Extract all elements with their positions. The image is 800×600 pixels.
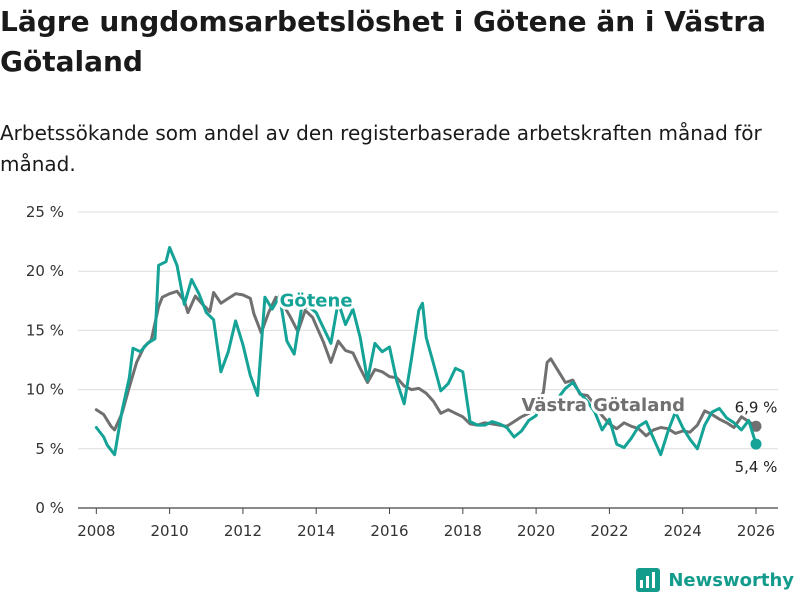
y-tick-label: 20 % (26, 262, 64, 280)
brand-name: Newsworthy (668, 569, 794, 591)
end-value-gotene: 5,4 % (735, 458, 778, 476)
x-tick-label: 2010 (151, 522, 189, 540)
end-point-vg (750, 420, 762, 432)
x-tick-label: 2022 (590, 522, 628, 540)
x-tick-label: 2024 (664, 522, 702, 540)
y-tick-label: 0 % (35, 499, 64, 517)
newsworthy-logo: Newsworthy (636, 568, 794, 592)
x-axis-ticks: 2008 2010 2012 2014 2016 2018 2020 2022 2024 2026 (77, 508, 775, 540)
chart-subtitle: Arbetssökande som andel av den registerb… (0, 121, 762, 176)
series-labels: 6,9 % 5,4 % Götene Västra Götaland (277, 288, 778, 476)
series-lines (94, 246, 762, 457)
y-tick-label: 10 % (26, 381, 64, 399)
y-tick-label: 15 % (26, 321, 64, 339)
end-value-vg: 6,9 % (735, 398, 778, 416)
x-tick-label: 2012 (224, 522, 262, 540)
gridlines (78, 211, 778, 509)
x-tick-label: 2026 (737, 522, 775, 540)
x-tick-label: 2016 (370, 522, 408, 540)
series-label-vg: Västra Götaland (521, 395, 685, 416)
series-line-gotene (94, 246, 758, 457)
y-tick-label: 25 % (26, 203, 64, 221)
x-tick-label: 2018 (444, 522, 482, 540)
end-point-gotene (750, 438, 762, 450)
series-label-gotene: Götene (280, 291, 353, 312)
x-tick-label: 2014 (297, 522, 335, 540)
newsworthy-logo-icon (636, 568, 661, 592)
y-axis-ticks: 0 % 5 % 10 % 15 % 20 % 25 % (26, 203, 64, 517)
y-tick-label: 5 % (35, 440, 64, 458)
x-tick-label: 2008 (77, 522, 115, 540)
series-line-vg (94, 289, 758, 438)
chart-title: Lägre ungdomsarbetslöshet i Götene än i … (0, 5, 767, 78)
x-tick-label: 2020 (517, 522, 555, 540)
